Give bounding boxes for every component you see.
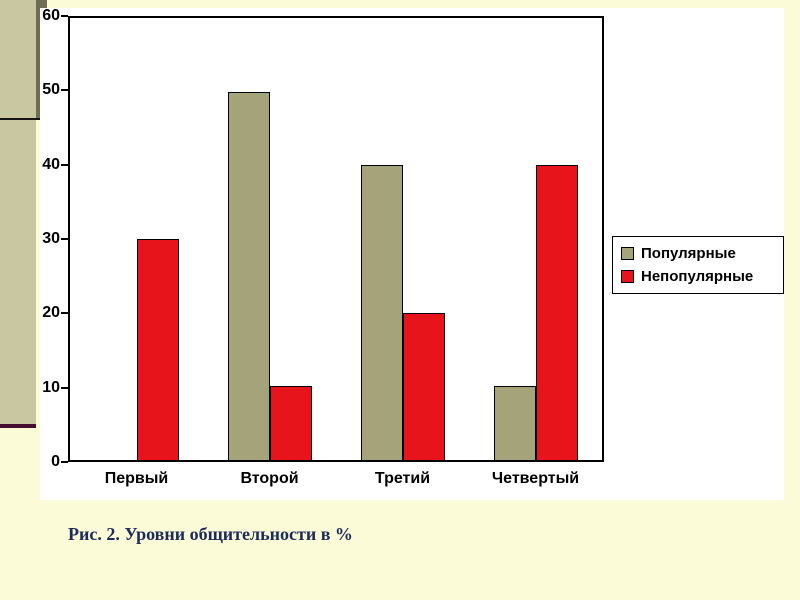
chart-bar — [402, 312, 445, 460]
x-tick-label: Третий — [374, 470, 431, 487]
y-tick-mark — [61, 312, 68, 315]
figure-caption: Рис. 2. Уровни общительности в % — [68, 524, 353, 544]
legend-item: Непопулярные — [621, 265, 775, 288]
left-decor-band — [0, 0, 36, 428]
left-decor-line-maroon — [0, 424, 36, 428]
legend-item: Популярные — [621, 242, 775, 265]
chart-bar — [136, 239, 179, 460]
left-decor-line-black — [0, 118, 47, 120]
y-tick-mark — [61, 89, 68, 92]
chart-bar — [227, 91, 270, 460]
legend: Популярные Непопулярные — [612, 236, 784, 294]
y-tick-mark — [61, 461, 68, 463]
legend-swatch — [621, 247, 634, 260]
plot-area — [68, 16, 604, 462]
y-tick-label: 0 — [51, 453, 60, 470]
chart-bar — [493, 386, 536, 460]
y-tick-mark — [61, 15, 68, 17]
legend-label: Непопулярные — [641, 268, 754, 285]
legend-swatch — [621, 270, 634, 283]
chart-bar — [269, 386, 312, 460]
chart-bar — [535, 165, 578, 460]
chart-bar — [360, 165, 403, 460]
y-tick-mark — [61, 163, 68, 166]
x-tick-label: Второй — [240, 470, 299, 487]
chart-panel: 0 10 20 30 40 50 60 Первый Второй Третий Четверты… — [40, 7, 784, 500]
x-tick-label: Первый — [104, 470, 169, 487]
y-tick-mark — [61, 238, 68, 240]
legend-label: Популярные — [641, 245, 736, 262]
x-tick-label: Четвертый — [491, 470, 580, 487]
y-tick-mark — [61, 386, 68, 389]
